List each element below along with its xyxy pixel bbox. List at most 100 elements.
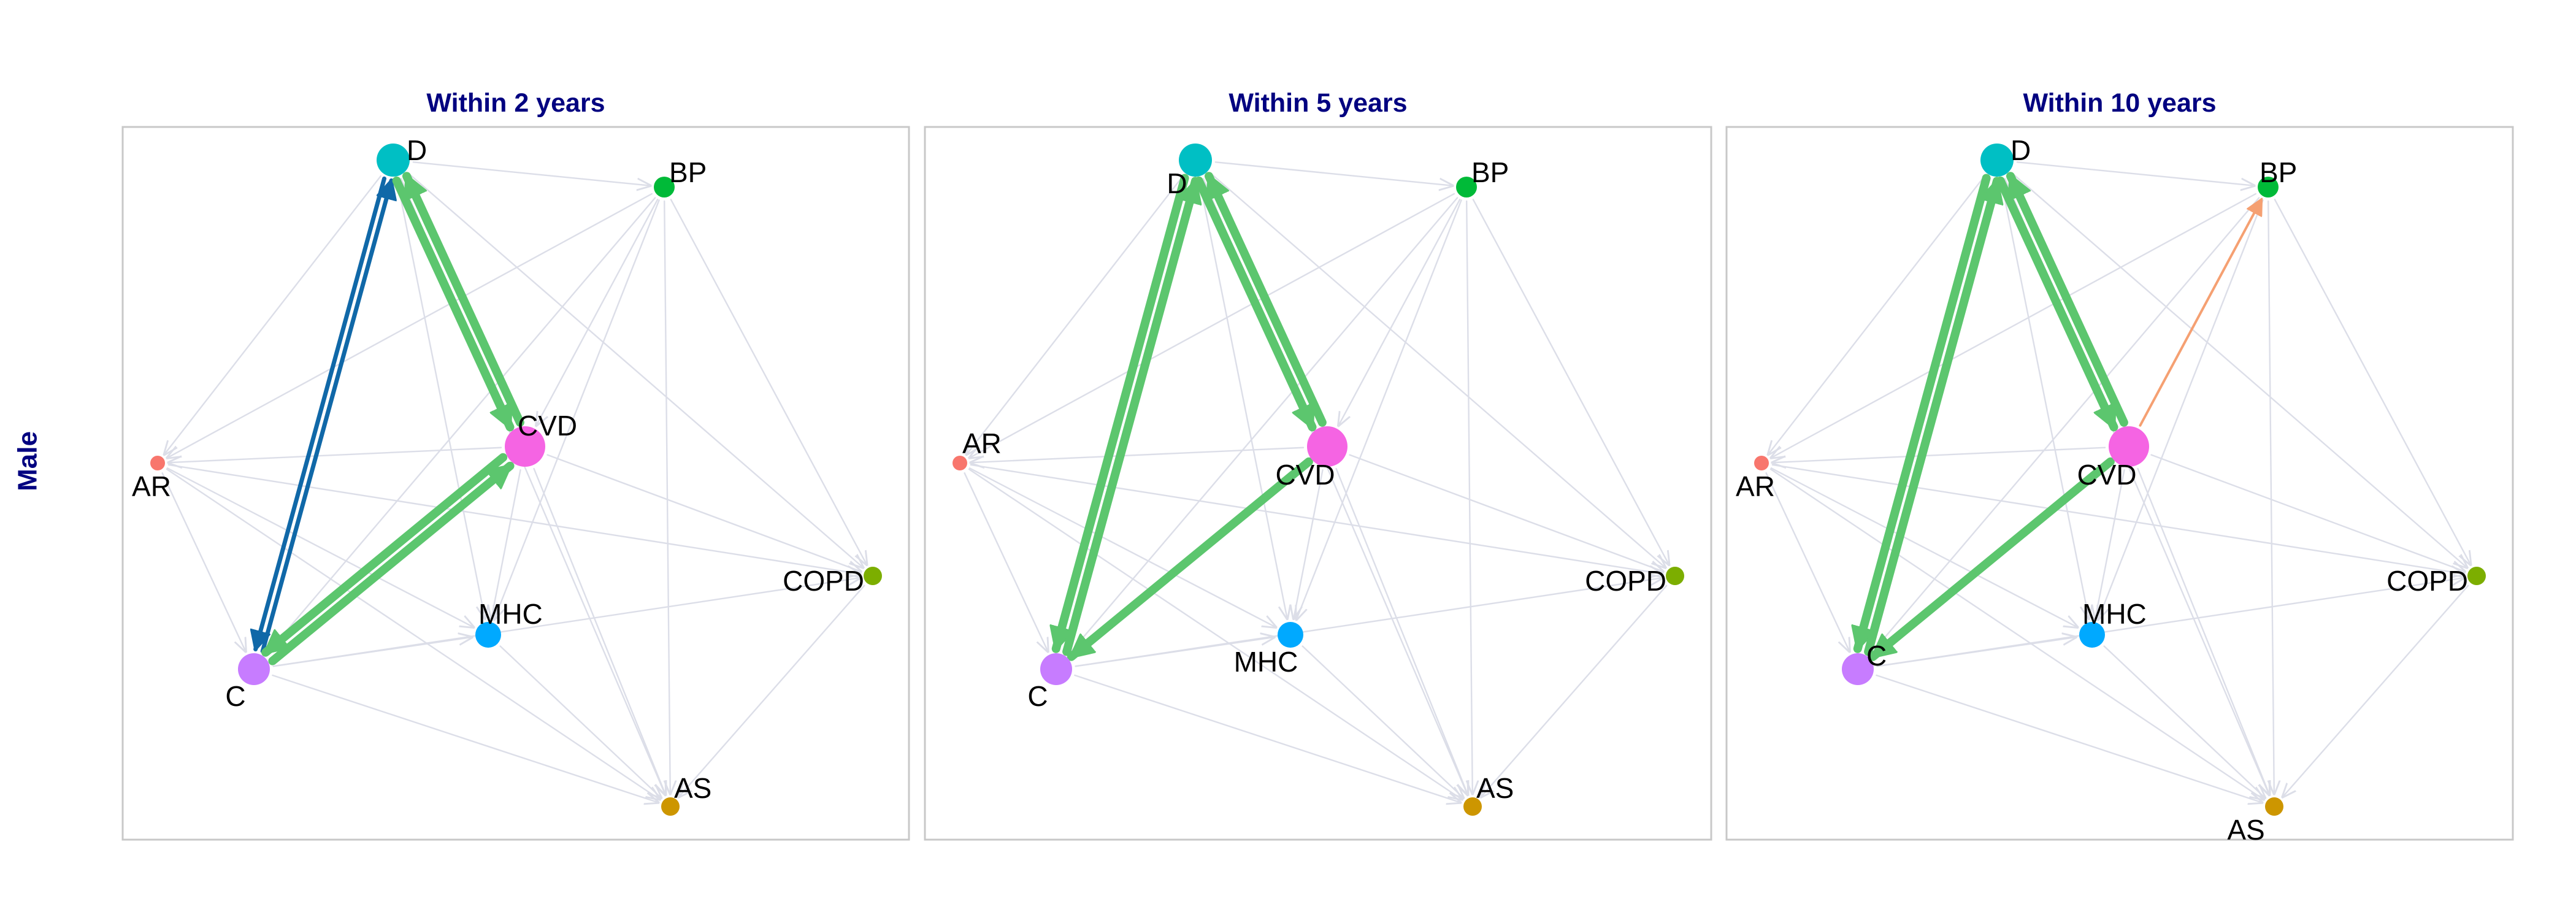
panel-frame — [121, 126, 910, 841]
edge-D-to-COPD — [407, 172, 863, 568]
edge-BP-to-AR — [167, 193, 653, 458]
edge-BP-to-CVD — [536, 199, 659, 425]
node-label-AS: AS — [1476, 772, 1514, 804]
edge-COPD-to-AS — [1481, 585, 1668, 797]
edge-CVD-to-COPD — [1349, 454, 1663, 572]
node-label-D: D — [2011, 134, 2031, 166]
edge-BP-to-AR — [970, 193, 1455, 458]
edge-C-to-D — [1062, 177, 1195, 656]
node-label-AR: AR — [962, 427, 1002, 459]
node-CVD — [2109, 426, 2149, 467]
edge-CVD-to-COPD — [546, 454, 861, 572]
edge-MHC-to-AS — [2103, 645, 2265, 798]
edge-BP-to-MHC — [2098, 199, 2264, 619]
edge-COPD-to-AS — [2283, 585, 2469, 797]
node-C — [238, 653, 270, 685]
edge-AR-to-MHC — [1770, 467, 2077, 627]
node-AS — [661, 797, 680, 816]
node-C — [1040, 653, 1072, 685]
node-MHC — [2079, 622, 2105, 648]
edge-CVD-to-BP — [2139, 199, 2261, 427]
node-D — [1980, 144, 2014, 177]
edge-C-to-AS — [1074, 674, 1460, 802]
edge-CVD-to-C — [1067, 457, 1313, 661]
edge-D-to-AR — [164, 175, 381, 454]
edge-D-to-BP — [1214, 161, 1452, 185]
edge-CVD-to-AR — [169, 447, 502, 462]
edge-C-to-D — [260, 180, 391, 654]
node-label-AR: AR — [132, 470, 171, 502]
node-MHC — [1278, 622, 1303, 648]
node-AR — [1754, 456, 1769, 470]
edge-D-to-C — [1056, 174, 1189, 653]
edge-CVD-to-D — [1204, 172, 1327, 427]
node-AR — [953, 456, 967, 470]
edge-D-to-BP — [412, 161, 650, 185]
node-label-MHC: MHC — [478, 598, 543, 630]
edge-AR-to-COPD — [1771, 464, 2464, 574]
edge-CVD-to-MHC — [2095, 469, 2125, 618]
edge-D-to-MHC — [396, 179, 485, 618]
edge-D-to-C — [256, 176, 387, 649]
edge-AR-to-AS — [1769, 468, 2264, 799]
edge-AR-to-C — [964, 472, 1048, 651]
node-CVD — [505, 426, 545, 467]
node-AR — [150, 456, 165, 470]
node-label-MHC: MHC — [1234, 646, 1298, 678]
node-label-CVD: CVD — [1275, 459, 1335, 491]
node-label-MHC: MHC — [2082, 598, 2147, 630]
edge-D-to-MHC — [2000, 179, 2088, 618]
node-D — [1179, 144, 1212, 177]
edge-D-to-COPD — [2011, 172, 2467, 568]
edge-BP-to-C — [1069, 197, 1459, 654]
edge-CVD-to-C — [261, 453, 508, 657]
panel: Within 5 years D BP CVD AR COPD MHC C AS — [924, 88, 1712, 841]
edge-AR-to-COPD — [970, 464, 1662, 574]
edge-CVD-to-MHC — [1294, 469, 1324, 618]
panel-title: Within 2 years — [426, 88, 605, 118]
edge-CVD-to-AS — [2137, 467, 2270, 794]
node-label-COPD: COPD — [783, 565, 864, 597]
edge-D-to-AR — [967, 175, 1184, 454]
node-label-D: D — [407, 134, 427, 166]
edge-AR-to-COPD — [167, 464, 860, 574]
edge-D-to-MHC — [1198, 179, 1287, 618]
node-label-BP: BP — [1471, 156, 1509, 188]
panel-frame — [924, 126, 1712, 841]
edge-C-to-AS — [272, 674, 658, 802]
node-COPD — [1666, 567, 1684, 585]
edge-D-to-AR — [1768, 175, 1985, 454]
edge-D-to-CVD — [1996, 176, 2118, 432]
node-CVD — [1307, 426, 1347, 467]
edge-CVD-to-AR — [971, 447, 1305, 462]
node-AS — [2265, 797, 2283, 816]
edge-CVD-to-MHC — [491, 469, 521, 618]
node-label-C: C — [1027, 680, 1048, 712]
edge-BP-to-AR — [1771, 193, 2257, 458]
edge-BP-to-COPD — [670, 199, 867, 564]
edge-D-to-CVD — [392, 176, 515, 432]
edge-BP-to-COPD — [1472, 199, 1669, 564]
edge-C-to-COPD — [272, 578, 861, 667]
node-BP — [2258, 177, 2279, 197]
edge-MHC-to-AS — [499, 645, 661, 798]
node-label-COPD: COPD — [2386, 565, 2468, 597]
panel: Within 10 years D BP CVD AR COPD MHC C AS — [1725, 88, 2514, 846]
edge-D-to-BP — [2016, 161, 2254, 185]
edge-BP-to-AS — [1466, 200, 1473, 794]
edge-C-to-D — [1864, 177, 1997, 656]
node-label-BP: BP — [669, 156, 707, 188]
node-D — [377, 144, 410, 177]
edge-BP-to-MHC — [494, 199, 660, 619]
edge-BP-to-AS — [2268, 200, 2274, 794]
edge-AR-to-C — [1765, 472, 1850, 651]
edge-D-to-COPD — [1209, 172, 1665, 568]
node-label-AS: AS — [674, 772, 711, 804]
edge-MHC-to-AS — [1301, 645, 1463, 798]
node-label-AR: AR — [1736, 470, 1775, 502]
node-label-CVD: CVD — [2077, 459, 2136, 491]
edge-AR-to-AS — [166, 468, 660, 799]
edge-CVD-to-AR — [1773, 447, 2106, 462]
node-label-D: D — [1167, 167, 1187, 199]
